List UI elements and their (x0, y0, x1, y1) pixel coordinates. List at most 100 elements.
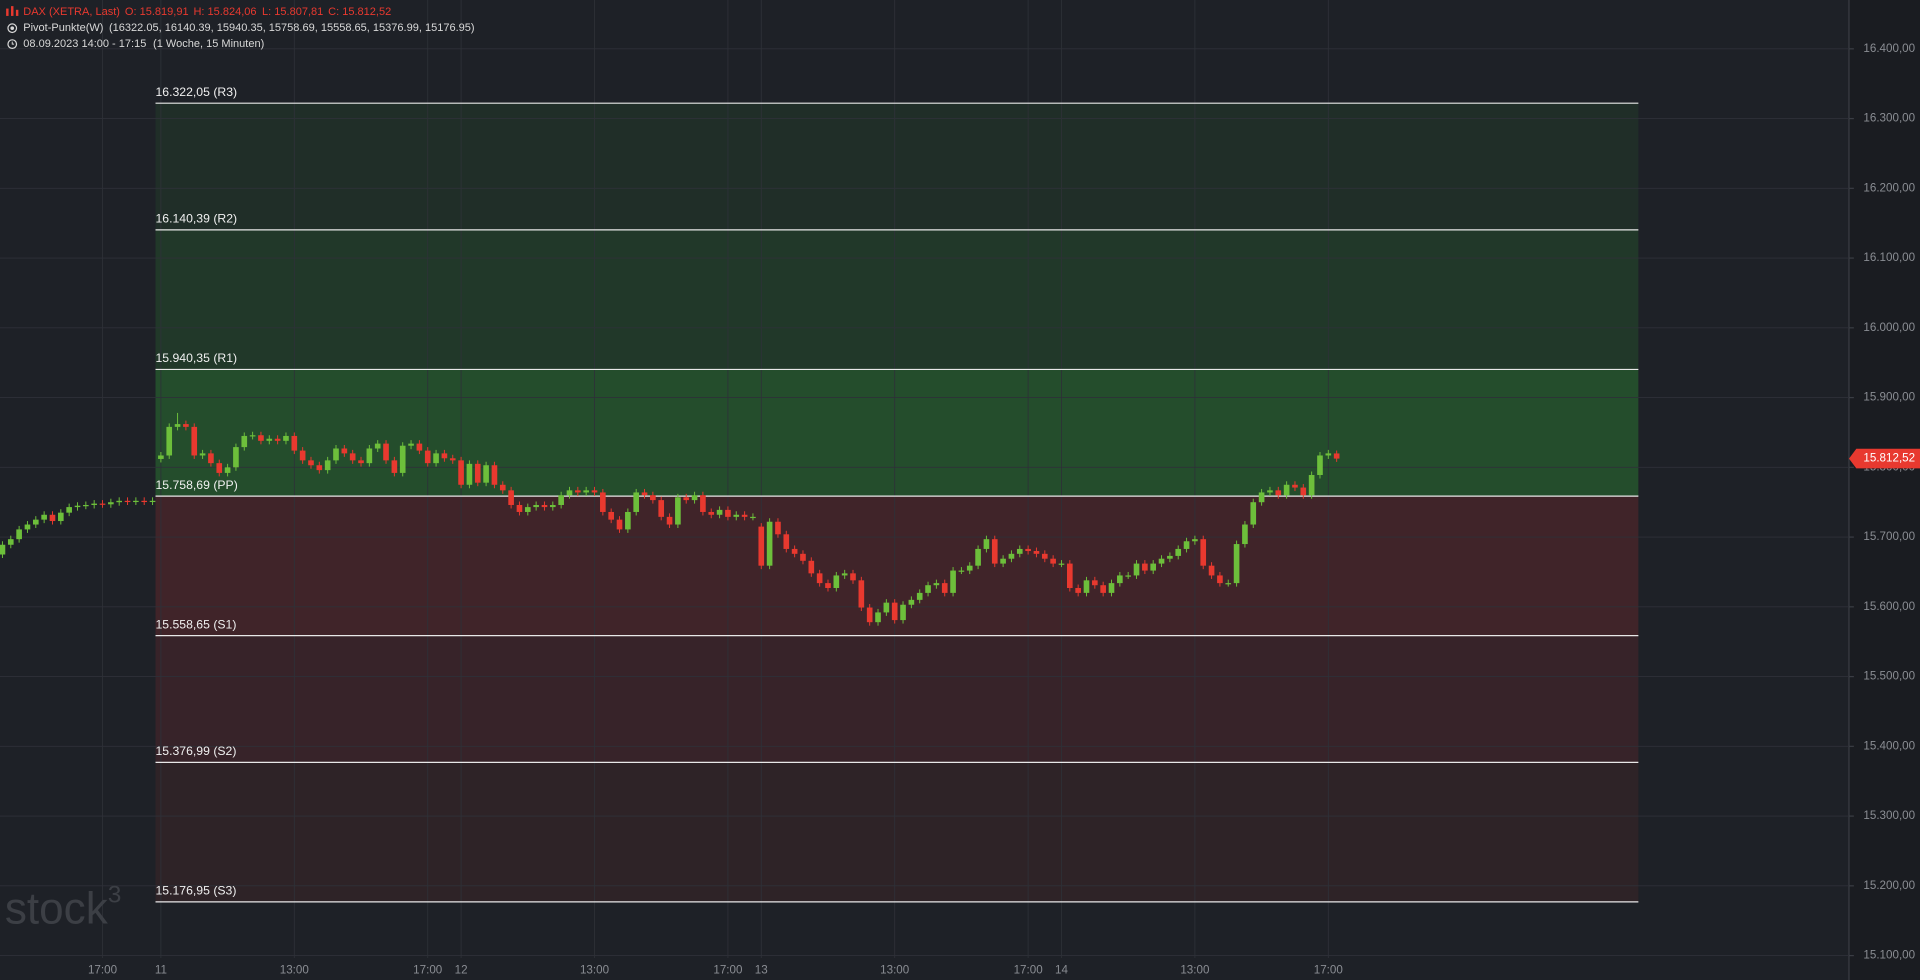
candle-body (558, 495, 564, 505)
candle-body (366, 448, 373, 464)
candle-body (883, 602, 890, 613)
x-tick-label: 17:00 (1314, 963, 1344, 976)
candle-body (658, 500, 665, 517)
candle-body (491, 465, 498, 485)
candle-body (800, 553, 806, 561)
x-tick-label: 13:00 (580, 963, 610, 976)
candle-body (691, 495, 698, 501)
pivot-label: 15.558,65 (S1) (156, 617, 237, 631)
candle-body (216, 463, 223, 473)
symbol[interactable]: DAX (XETRA, Last) (23, 6, 120, 18)
candle-body (408, 443, 414, 446)
candle-body (1175, 548, 1182, 556)
axes: 16.400,00 16.300,00 16.200,00 16.100,00 16.0… (88, 42, 1920, 976)
candle-body (741, 514, 748, 517)
candle-body (1292, 484, 1298, 488)
candle-body (816, 573, 823, 584)
candle-body (708, 511, 715, 515)
ohlc-open: O: 15.819,91 (125, 6, 189, 18)
candle-body (900, 604, 906, 621)
candle-body (24, 524, 31, 530)
candle-body (1167, 555, 1173, 559)
last-price-tag (1848, 448, 1920, 469)
candle-body (283, 435, 289, 441)
candle-body (466, 463, 473, 485)
candle-body (333, 448, 339, 461)
candle-body (541, 504, 548, 508)
candle-body (108, 502, 114, 505)
candle-body (474, 463, 481, 483)
candle-body (383, 443, 389, 461)
candle-body (758, 526, 765, 566)
candle-body (1150, 563, 1157, 571)
candle-body (1083, 580, 1090, 593)
candle-body (591, 490, 598, 493)
candle-body (1092, 580, 1098, 586)
candle-body (233, 447, 239, 468)
x-tick-label: 13 (755, 963, 768, 976)
candle-body (1075, 588, 1081, 593)
y-tick-label: 16.400,00 (1863, 42, 1915, 55)
candle-body (1050, 558, 1056, 564)
candle-body (1158, 558, 1165, 564)
candle-body (191, 426, 198, 456)
candle-body (291, 435, 298, 451)
candle-body (124, 500, 131, 503)
y-tick-label: 15.300,00 (1863, 809, 1915, 822)
candle-body (1325, 453, 1332, 456)
x-tick-label: 17:00 (413, 963, 443, 976)
candle-body (566, 490, 573, 496)
candle-body (374, 443, 381, 449)
candle-body (133, 500, 139, 503)
ohlc-low: L: 15.807,81 (262, 6, 323, 18)
x-tick-label: 14 (1055, 963, 1068, 976)
pivot-label: 15.376,99 (S2) (156, 744, 237, 758)
candle-body (524, 507, 531, 512)
candle-body (341, 448, 348, 454)
candle-body (449, 458, 456, 461)
candle-body (825, 583, 831, 588)
indicator-name[interactable]: Pivot-Punkte(W) (23, 22, 103, 34)
candle-body (324, 460, 331, 471)
pivot-label: 16.322,05 (R3) (156, 85, 238, 99)
x-tick-label: 17:00 (88, 963, 118, 976)
candle-body (683, 497, 690, 501)
candle-body (258, 435, 264, 441)
candle-body (1025, 548, 1031, 552)
candle-body (908, 599, 915, 605)
candle-body (958, 570, 965, 572)
candle-body (1258, 492, 1265, 503)
candle-body (1100, 585, 1106, 593)
candle-body (99, 503, 106, 505)
candle-body (1267, 490, 1273, 493)
candle-body (983, 539, 990, 549)
candle-body (700, 495, 706, 512)
candle-body (675, 497, 681, 525)
candle-body (58, 512, 64, 522)
candle-body (1217, 575, 1223, 584)
x-tick-label: 13:00 (1180, 963, 1210, 976)
candle-body (1183, 541, 1190, 549)
candle-body (308, 460, 314, 466)
candle-body (791, 548, 798, 554)
candle-body (274, 438, 281, 441)
candle-body (549, 504, 556, 508)
candle-body (1250, 502, 1257, 525)
candle-body (1000, 558, 1006, 564)
candle-body (608, 511, 614, 520)
candle-body (458, 460, 464, 485)
period[interactable]: 08.09.2023 14:00 - 17:15 (23, 38, 146, 50)
candle-body (266, 438, 273, 441)
watermark-text: stock (5, 884, 109, 933)
pivot-lines: 16.322,05 (R3) 16.140,39 (R2) 15.940,35 (R… (155, 85, 1639, 903)
last-price-label: 15.812,52 (1863, 452, 1915, 465)
candle-body (441, 453, 448, 459)
candle-body (141, 500, 148, 503)
candle-body (725, 509, 731, 517)
candle-body (1066, 563, 1073, 588)
pivot-zones (155, 103, 1639, 902)
y-tick-label: 15.600,00 (1863, 600, 1915, 613)
indicator-values: (16322.05, 16140.39, 15940.35, 15758.69,… (109, 22, 475, 34)
